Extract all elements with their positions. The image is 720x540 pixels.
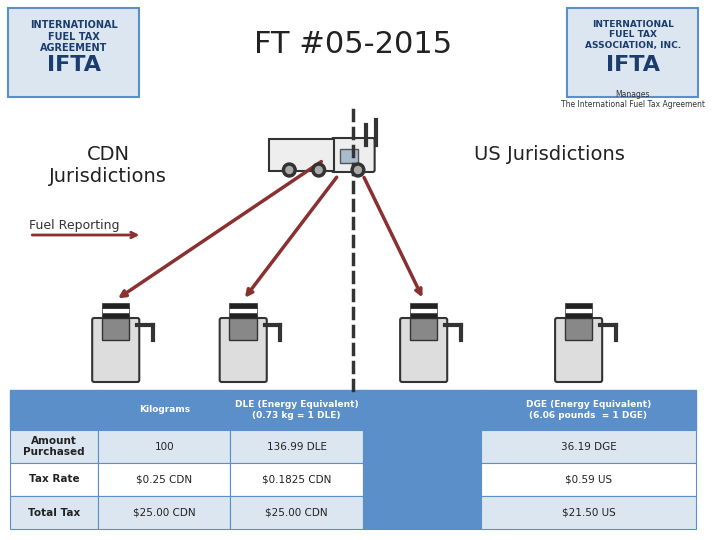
FancyBboxPatch shape — [565, 318, 593, 340]
Text: 36.19 DGE: 36.19 DGE — [561, 442, 616, 451]
FancyBboxPatch shape — [400, 318, 447, 382]
FancyBboxPatch shape — [8, 8, 139, 97]
Text: Amount
Purchased: Amount Purchased — [23, 436, 85, 457]
Bar — [10, 463, 98, 496]
Text: Tax Rate: Tax Rate — [29, 475, 79, 484]
Bar — [102, 313, 130, 318]
Text: IFTA: IFTA — [47, 55, 101, 75]
Text: $0.25 CDN: $0.25 CDN — [136, 475, 192, 484]
Text: US Jurisdictions: US Jurisdictions — [474, 145, 625, 164]
Bar — [230, 430, 363, 463]
Text: Fuel Reporting: Fuel Reporting — [30, 219, 120, 232]
Bar — [410, 313, 438, 318]
Bar — [98, 430, 230, 463]
Bar — [341, 149, 358, 163]
Bar — [230, 313, 257, 318]
Bar — [363, 390, 480, 430]
FancyBboxPatch shape — [567, 8, 698, 97]
Text: $0.59 US: $0.59 US — [565, 475, 612, 484]
Text: Manages
The International Fuel Tax Agreement: Manages The International Fuel Tax Agree… — [561, 90, 705, 110]
Circle shape — [312, 163, 325, 177]
Circle shape — [315, 166, 322, 173]
Text: $25.00 CDN: $25.00 CDN — [266, 508, 328, 517]
Text: DLE (Energy Equivalent)
(0.73 kg = 1 DLE): DLE (Energy Equivalent) (0.73 kg = 1 DLE… — [235, 400, 359, 420]
Bar — [102, 308, 130, 313]
Text: Kilograms: Kilograms — [139, 406, 190, 415]
Text: 100: 100 — [155, 442, 174, 451]
Text: INTERNATIONAL
FUEL TAX
AGREEMENT: INTERNATIONAL FUEL TAX AGREEMENT — [30, 20, 117, 53]
Bar — [102, 303, 130, 308]
Text: IFTA: IFTA — [606, 55, 660, 75]
Bar — [410, 308, 438, 313]
Bar — [230, 303, 257, 308]
Text: $25.00 CDN: $25.00 CDN — [133, 508, 196, 517]
Text: FT #05-2015: FT #05-2015 — [254, 30, 452, 59]
Bar — [10, 430, 98, 463]
Circle shape — [282, 163, 296, 177]
FancyBboxPatch shape — [331, 138, 374, 172]
Bar — [98, 390, 230, 430]
Text: INTERNATIONAL
FUEL TAX
ASSOCIATION, INC.: INTERNATIONAL FUEL TAX ASSOCIATION, INC. — [585, 20, 680, 50]
FancyBboxPatch shape — [269, 139, 334, 171]
Circle shape — [351, 163, 365, 177]
Bar — [10, 496, 98, 529]
Text: Total Tax: Total Tax — [28, 508, 80, 517]
FancyBboxPatch shape — [555, 318, 602, 382]
Bar — [230, 496, 363, 529]
Bar — [565, 313, 593, 318]
Bar — [98, 496, 230, 529]
Text: CDN
Jurisdictions: CDN Jurisdictions — [49, 145, 167, 186]
FancyBboxPatch shape — [102, 318, 130, 340]
Bar — [480, 496, 696, 529]
FancyBboxPatch shape — [230, 318, 257, 340]
Bar — [565, 303, 593, 308]
Text: $0.1825 CDN: $0.1825 CDN — [262, 475, 331, 484]
Text: 136.99 DLE: 136.99 DLE — [266, 442, 327, 451]
Bar — [480, 430, 696, 463]
Circle shape — [354, 166, 361, 173]
Bar — [480, 463, 696, 496]
Bar — [230, 463, 363, 496]
Bar — [363, 463, 480, 496]
Text: DGE (Energy Equivalent)
(6.06 pounds  = 1 DGE): DGE (Energy Equivalent) (6.06 pounds = 1… — [526, 400, 651, 420]
Text: $21.50 US: $21.50 US — [562, 508, 616, 517]
Bar — [363, 496, 480, 529]
Bar — [410, 303, 438, 308]
Bar — [480, 390, 696, 430]
Circle shape — [286, 166, 293, 173]
Bar — [10, 390, 98, 430]
FancyBboxPatch shape — [410, 318, 438, 340]
Bar — [363, 430, 480, 463]
Bar — [230, 308, 257, 313]
FancyBboxPatch shape — [92, 318, 139, 382]
Bar — [565, 308, 593, 313]
Bar — [230, 390, 363, 430]
Bar — [98, 463, 230, 496]
FancyBboxPatch shape — [220, 318, 266, 382]
